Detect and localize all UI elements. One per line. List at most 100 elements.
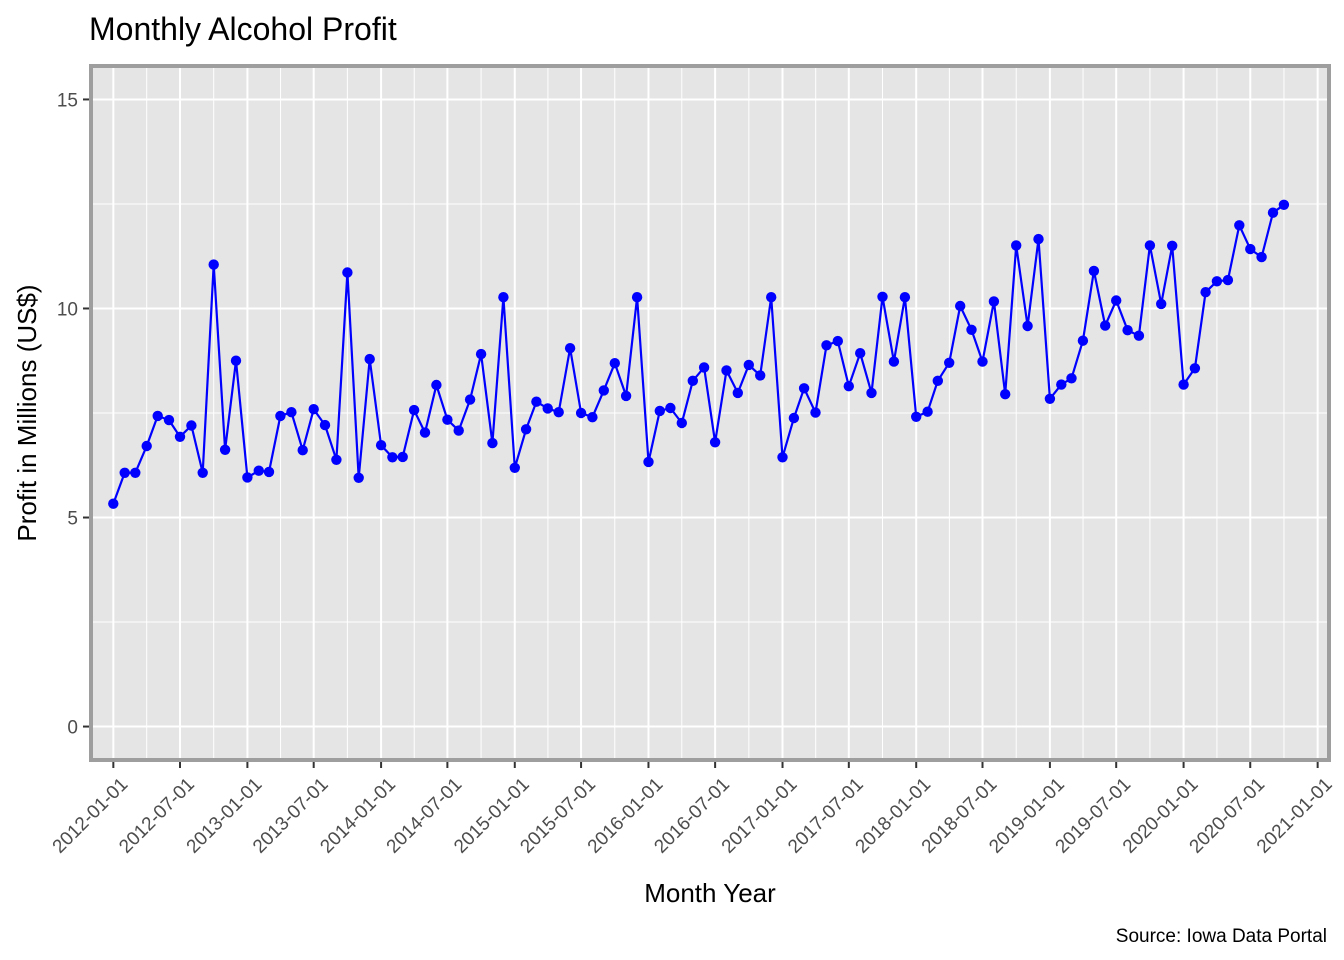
data-point (408, 404, 420, 416)
data-point (1189, 363, 1201, 374)
data-point (1156, 298, 1167, 310)
data-point (911, 411, 922, 422)
data-point (564, 343, 576, 354)
data-point (498, 292, 509, 303)
data-point (988, 296, 1000, 307)
data-point (219, 444, 231, 455)
data-point (643, 456, 654, 468)
data-point (1278, 199, 1290, 210)
data-point (464, 394, 476, 405)
data-point (687, 375, 698, 386)
data-point (119, 467, 130, 478)
data-point (1077, 335, 1089, 346)
data-point (141, 440, 152, 452)
data-point (877, 291, 888, 302)
data-point (431, 379, 442, 391)
data-point (587, 412, 598, 423)
data-point (1011, 240, 1022, 251)
data-point (419, 427, 431, 438)
data-point (888, 356, 900, 367)
y-axis-title: Profit in Millions (US$) (12, 284, 42, 541)
data-point (1222, 274, 1234, 286)
data-point (1144, 240, 1156, 251)
data-point (944, 357, 955, 368)
y-tick-label: 5 (67, 509, 78, 530)
data-point (263, 466, 275, 478)
data-point (1122, 325, 1133, 336)
data-point (866, 387, 877, 399)
data-point (1256, 251, 1267, 263)
data-point (598, 385, 609, 396)
data-point (342, 267, 353, 278)
data-point (442, 414, 453, 425)
data-point (1167, 240, 1178, 251)
data-point (1022, 320, 1033, 332)
data-point (932, 375, 943, 386)
data-point (152, 410, 163, 422)
y-tick-label: 0 (67, 718, 78, 739)
data-point (1033, 233, 1044, 245)
data-point (475, 348, 487, 360)
data-point (743, 359, 754, 371)
data-point (1133, 330, 1145, 341)
data-point (654, 405, 665, 417)
data-point (487, 437, 498, 449)
data-point (186, 420, 197, 431)
data-point (108, 498, 119, 509)
x-axis: 2012-01-012012-07-012013-01-012013-07-01… (49, 762, 1337, 858)
data-point (899, 292, 911, 303)
data-point (297, 445, 308, 456)
data-point (732, 387, 743, 399)
data-point (353, 472, 364, 483)
data-point (375, 440, 387, 451)
data-point (253, 465, 264, 476)
data-point (531, 396, 542, 407)
data-point (1211, 276, 1223, 287)
data-point (977, 356, 988, 367)
data-point (197, 467, 208, 478)
data-point (821, 340, 832, 351)
data-point (1056, 379, 1067, 390)
data-point (798, 383, 810, 394)
data-point (542, 403, 553, 414)
data-point (755, 370, 766, 381)
data-point (620, 390, 632, 402)
data-point (1200, 287, 1211, 298)
data-point (777, 452, 788, 463)
data-point (387, 452, 398, 463)
panel-border (89, 64, 1331, 762)
series-line (112, 203, 1285, 505)
data-point (810, 407, 821, 418)
data-point (1088, 265, 1100, 277)
data-point (364, 353, 375, 365)
data-point (174, 431, 186, 442)
data-point (855, 348, 866, 359)
data-point (308, 404, 319, 415)
data-point (242, 472, 253, 483)
data-point (453, 425, 464, 436)
data-point (966, 324, 977, 335)
series-points (108, 199, 1290, 509)
data-point (1111, 295, 1122, 306)
data-point (553, 407, 564, 418)
data-point (609, 358, 620, 369)
data-point (1267, 207, 1279, 218)
data-point (575, 407, 587, 419)
data-point (788, 412, 800, 424)
data-point (208, 259, 219, 270)
data-point (631, 292, 643, 303)
plot-area (89, 64, 1331, 762)
data-point (709, 437, 721, 448)
data-point (509, 462, 520, 473)
data-point (331, 454, 342, 465)
data-point (922, 406, 933, 417)
data-point (397, 451, 408, 463)
y-tick-label: 15 (57, 90, 78, 111)
data-point (319, 419, 331, 431)
data-point (843, 381, 854, 392)
data-point (665, 402, 676, 414)
data-point (832, 335, 843, 347)
data-point (163, 414, 175, 426)
data-point (1044, 393, 1056, 404)
